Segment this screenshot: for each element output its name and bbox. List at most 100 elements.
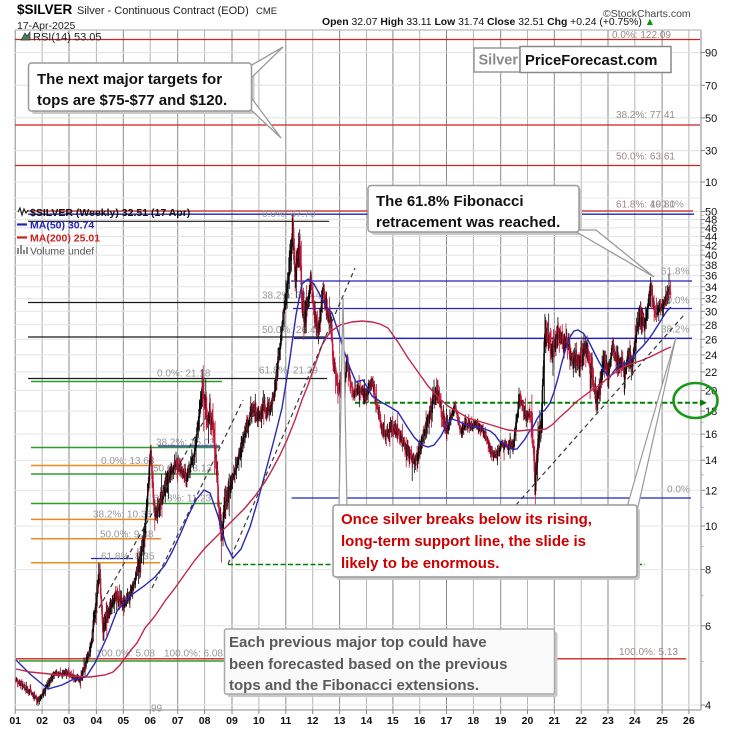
svg-text:44: 44: [705, 232, 717, 244]
svg-text:been forecasted based on the p: been forecasted based on the previous: [229, 656, 507, 673]
svg-text:02: 02: [36, 715, 48, 727]
svg-text:PriceForecast.com: PriceForecast.com: [525, 53, 657, 69]
svg-text:14: 14: [361, 715, 373, 727]
svg-text:48: 48: [705, 215, 717, 227]
svg-text:30: 30: [705, 306, 717, 318]
svg-text:17: 17: [441, 715, 453, 727]
svg-text:61.8%: 11.23: 61.8%: 11.23: [153, 494, 212, 505]
svg-text:21: 21: [548, 715, 560, 727]
svg-text:17-Apr-2025: 17-Apr-2025: [17, 20, 76, 32]
svg-text:100.0%: 5.08: 100.0%: 5.08: [96, 649, 155, 660]
svg-text:26: 26: [705, 334, 717, 346]
svg-text:18: 18: [468, 715, 480, 727]
svg-text:0.0%: 122.09: 0.0%: 122.09: [612, 30, 671, 41]
svg-text:0.0%: 0.0%: [667, 485, 690, 496]
svg-text:Volume undef: Volume undef: [30, 246, 94, 258]
svg-text:32: 32: [705, 294, 717, 306]
svg-text:long-term support line, the sl: long-term support line, the slide is: [341, 533, 586, 550]
svg-text:$SILVER: $SILVER: [17, 2, 73, 17]
svg-text:0.0%: 47.70: 0.0%: 47.70: [262, 209, 316, 220]
svg-text:19: 19: [495, 715, 507, 727]
svg-text:46: 46: [705, 223, 717, 235]
svg-text:4: 4: [705, 700, 711, 712]
svg-text:42: 42: [705, 241, 717, 253]
svg-text:100.0%: 5.13: 100.0%: 5.13: [619, 647, 678, 658]
svg-text:50: 50: [705, 113, 717, 125]
svg-text:6: 6: [705, 621, 711, 633]
svg-text:Open 32.07 High 33.11 Low 31.7: Open 32.07 High 33.11 Low 31.74 Close 32…: [322, 17, 655, 28]
svg-text:38.2%: 10.36: 38.2%: 10.36: [93, 510, 152, 521]
svg-text:36: 36: [705, 271, 717, 283]
svg-text:12: 12: [705, 485, 717, 497]
svg-text:38: 38: [705, 260, 717, 272]
svg-text:40: 40: [705, 250, 717, 262]
svg-text:CME: CME: [256, 6, 277, 17]
svg-text:Silver: Silver: [479, 53, 519, 69]
svg-text:61.8%: 21.29: 61.8%: 21.29: [259, 366, 318, 377]
svg-text:03: 03: [63, 715, 75, 727]
svg-text:Each previous major top could: Each previous major top could have: [229, 634, 487, 651]
svg-text:38.2%: 38.2%: [661, 325, 689, 336]
svg-text:likely to be enormous.: likely to be enormous.: [341, 555, 499, 572]
svg-text:04: 04: [91, 715, 103, 727]
svg-text:50.0%: 50.0%: [661, 296, 689, 307]
svg-text:retracement was reached.: retracement was reached.: [376, 214, 560, 231]
svg-text:99: 99: [151, 704, 163, 715]
svg-text:50.0%: 26.43: 50.0%: 26.43: [262, 325, 321, 336]
svg-text:25: 25: [656, 715, 668, 727]
svg-text:Silver - Continuous Contract (: Silver - Continuous Contract (EOD): [77, 5, 249, 17]
svg-text:30: 30: [705, 146, 717, 158]
svg-text:0.0%: 21.18: 0.0%: 21.18: [157, 369, 211, 380]
svg-text:06: 06: [144, 715, 156, 727]
svg-text:$SILVER (Weekly) 32.51 (17 Apr: $SILVER (Weekly) 32.51 (17 Apr): [30, 207, 190, 219]
svg-text:0.0%: 13.63: 0.0%: 13.63: [101, 456, 155, 467]
svg-text:12: 12: [307, 715, 319, 727]
svg-text:24: 24: [705, 350, 717, 362]
svg-text:13: 13: [334, 715, 346, 727]
svg-text:07: 07: [172, 715, 184, 727]
svg-text:38.2%: 31.44: 38.2%: 31.44: [262, 291, 321, 302]
svg-text:10: 10: [705, 521, 717, 533]
svg-text:05: 05: [117, 715, 129, 727]
svg-text:The next major targets for: The next major targets for: [37, 71, 222, 88]
svg-text:Once silver breaks below its r: Once silver breaks below its rising,: [341, 511, 592, 528]
svg-text:tops and the Fibonacci extensi: tops and the Fibonacci extensions.: [229, 677, 479, 694]
svg-text:14: 14: [705, 455, 717, 467]
svg-text:15: 15: [387, 715, 399, 727]
svg-text:©StockCharts.com: ©StockCharts.com: [603, 8, 691, 20]
svg-text:61.8%: 61.8%: [661, 267, 689, 278]
svg-text:MA(200) 25.01: MA(200) 25.01: [30, 233, 100, 245]
svg-text:34: 34: [705, 282, 717, 294]
svg-text:61.8%: 49.81: 61.8%: 49.81: [616, 200, 675, 211]
svg-text:26: 26: [683, 715, 695, 727]
svg-text:38.2%: 77.41: 38.2%: 77.41: [616, 110, 675, 121]
svg-text:tops are $75-$77 and $120.: tops are $75-$77 and $120.: [37, 92, 227, 109]
svg-text:20: 20: [522, 715, 534, 727]
svg-text:22: 22: [705, 367, 717, 379]
svg-text:100.0%: 6.08: 100.0%: 6.08: [164, 649, 223, 660]
svg-text:RSI(14) 53.05: RSI(14) 53.05: [33, 32, 101, 44]
svg-text:8: 8: [705, 565, 711, 577]
svg-text:22: 22: [575, 715, 587, 727]
svg-text:10: 10: [705, 177, 717, 189]
svg-text:08: 08: [199, 715, 211, 727]
svg-text:50: 50: [705, 207, 717, 219]
svg-text:50.0%: 9.38: 50.0%: 9.38: [100, 530, 154, 541]
svg-text:09: 09: [226, 715, 238, 727]
svg-text:70: 70: [705, 80, 717, 92]
svg-text:28: 28: [705, 320, 717, 332]
svg-text:38.2%: 15.03: 38.2%: 15.03: [156, 438, 215, 449]
svg-text:20: 20: [705, 386, 717, 398]
svg-text:The 61.8% Fibonacci: The 61.8% Fibonacci: [376, 193, 524, 210]
svg-text:10: 10: [253, 715, 265, 727]
svg-text:23: 23: [602, 715, 614, 727]
svg-text:11: 11: [280, 715, 291, 727]
svg-text:01: 01: [9, 715, 21, 727]
svg-text:MA(50) 30.74: MA(50) 30.74: [30, 220, 94, 232]
svg-text:50.0%: 63.61: 50.0%: 63.61: [616, 152, 675, 163]
svg-text:16: 16: [414, 715, 426, 727]
svg-text:100.0%: 100.0%: [650, 200, 684, 211]
svg-text:16: 16: [705, 429, 717, 441]
svg-text:24: 24: [629, 715, 641, 727]
svg-text:90: 90: [705, 48, 717, 60]
